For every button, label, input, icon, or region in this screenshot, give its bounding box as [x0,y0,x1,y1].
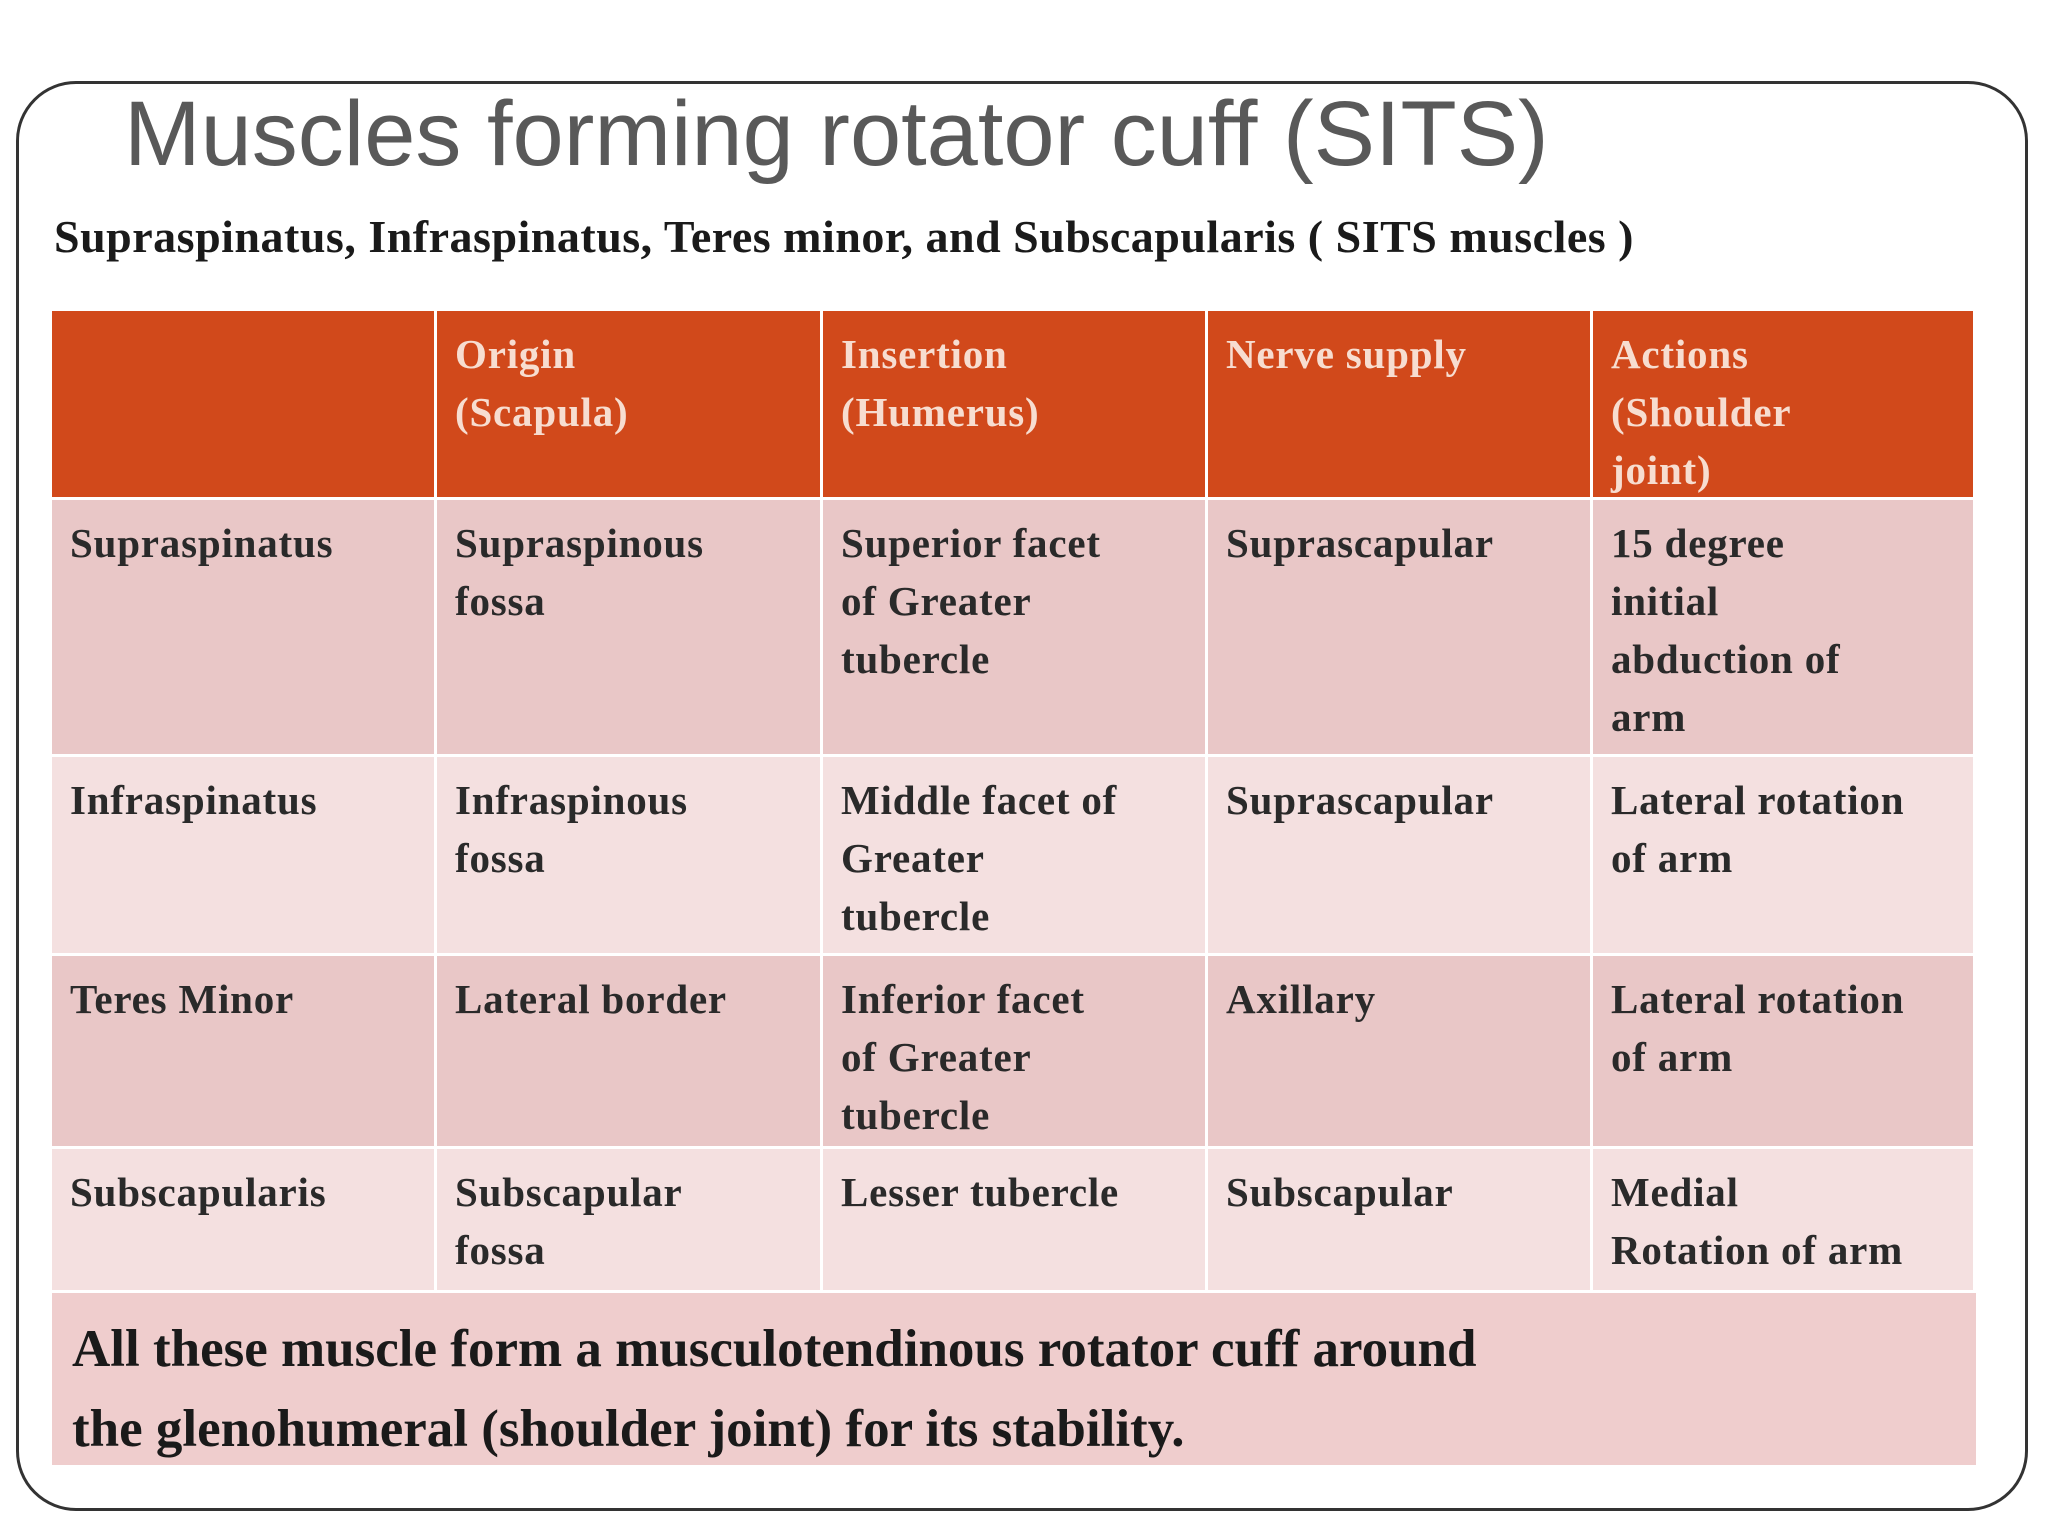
slide-subtitle: Supraspinatus, Infraspinatus, Teres mino… [54,211,1634,262]
table-cell: Suprascapular [1208,500,1590,754]
table-cell: Lateral border [437,956,820,1146]
header-cell [52,311,434,497]
table-cell: Subscapular fossa [437,1149,820,1290]
table-cell: Lateral rotation of arm [1593,956,1973,1146]
footer-note: All these muscle form a musculotendinous… [52,1293,1976,1465]
header-cell: Origin (Scapula) [437,311,820,497]
table-cell: Infraspinous fossa [437,757,820,953]
table-cell: Superior facet of Greater tubercle [823,500,1205,754]
row-header: Subscapularis [52,1149,434,1290]
header-cell: Insertion (Humerus) [823,311,1205,497]
slide-frame [16,81,2028,1511]
header-cell: Actions (Shoulder joint) [1593,311,1973,497]
slide-title: Muscles forming rotator cuff (SITS) [124,83,1549,185]
table-cell: Axillary [1208,956,1590,1146]
row-header: Teres Minor [52,956,434,1146]
table-cell: 15 degree initial abduction of arm [1593,500,1973,754]
table-cell: Suprascapular [1208,757,1590,953]
table-cell: Middle facet of Greater tubercle [823,757,1205,953]
row-header: Supraspinatus [52,500,434,754]
row-header: Infraspinatus [52,757,434,953]
table-cell: Lateral rotation of arm [1593,757,1973,953]
table-cell: Supraspinous fossa [437,500,820,754]
table-cell: Inferior facet of Greater tubercle [823,956,1205,1146]
table-cell: Lesser tubercle [823,1149,1205,1290]
header-cell: Nerve supply [1208,311,1590,497]
table-cell: Medial Rotation of arm [1593,1149,1973,1290]
table-cell: Subscapular [1208,1149,1590,1290]
